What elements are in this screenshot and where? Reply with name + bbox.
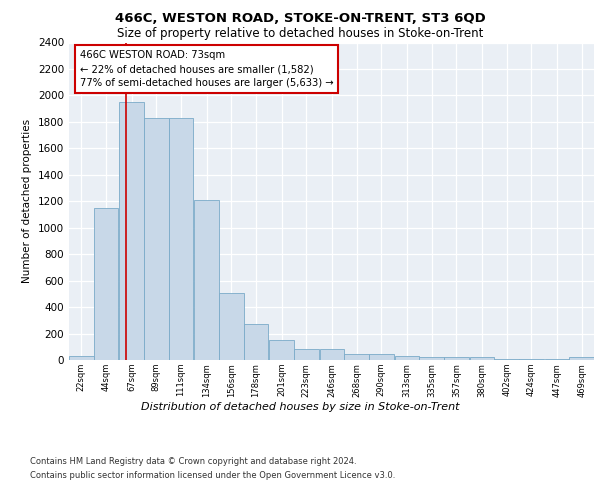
Bar — [320, 349, 344, 360]
Text: Distribution of detached houses by size in Stoke-on-Trent: Distribution of detached houses by size … — [141, 402, 459, 412]
Bar — [269, 340, 294, 360]
Bar — [169, 118, 193, 360]
Bar — [395, 356, 419, 360]
Bar — [144, 118, 169, 360]
Text: Contains HM Land Registry data © Crown copyright and database right 2024.: Contains HM Land Registry data © Crown c… — [30, 458, 356, 466]
Bar — [94, 208, 118, 360]
Bar — [344, 354, 369, 360]
Bar — [470, 358, 494, 360]
Bar — [194, 200, 219, 360]
Bar — [369, 354, 394, 360]
Text: Size of property relative to detached houses in Stoke-on-Trent: Size of property relative to detached ho… — [117, 28, 483, 40]
Bar — [219, 292, 244, 360]
Bar — [444, 358, 469, 360]
Bar — [294, 349, 319, 360]
Text: 466C, WESTON ROAD, STOKE-ON-TRENT, ST3 6QD: 466C, WESTON ROAD, STOKE-ON-TRENT, ST3 6… — [115, 12, 485, 26]
Text: 466C WESTON ROAD: 73sqm
← 22% of detached houses are smaller (1,582)
77% of semi: 466C WESTON ROAD: 73sqm ← 22% of detache… — [79, 50, 333, 88]
Text: Contains public sector information licensed under the Open Government Licence v3: Contains public sector information licen… — [30, 471, 395, 480]
Bar — [494, 359, 519, 360]
Bar — [519, 359, 544, 360]
Y-axis label: Number of detached properties: Number of detached properties — [22, 119, 32, 284]
Bar — [244, 324, 268, 360]
Bar — [569, 358, 594, 360]
Bar — [69, 356, 94, 360]
Bar — [419, 358, 444, 360]
Bar — [119, 102, 144, 360]
